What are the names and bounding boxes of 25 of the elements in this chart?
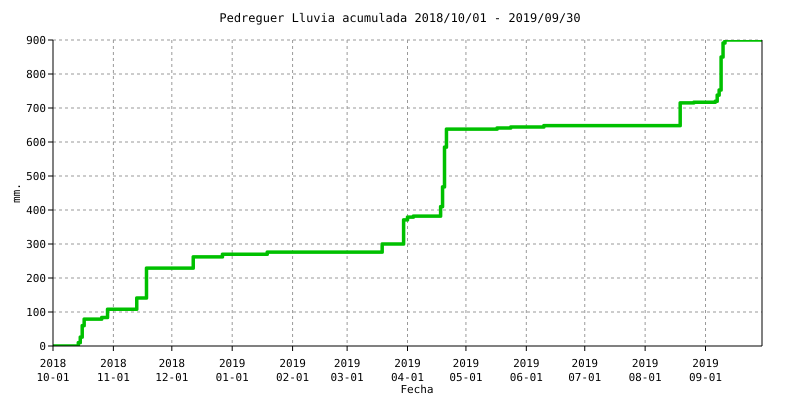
y-axis-title: mm. xyxy=(10,183,23,203)
y-tick-label: 200 xyxy=(26,272,46,285)
x-tick-label: 2019 03-01 xyxy=(330,357,364,384)
chart-title: Pedreguer Lluvia acumulada 2018/10/01 - 2019/09/30 xyxy=(218,11,582,25)
y-tick-label: 600 xyxy=(26,136,46,149)
y-tick-label: 700 xyxy=(26,102,46,115)
y-tick-label: 100 xyxy=(26,306,46,319)
x-tick-label: 2018 12-01 xyxy=(155,357,188,384)
y-tick-label: 400 xyxy=(26,204,46,217)
x-tick-label: 2019 02-01 xyxy=(276,357,310,384)
y-tick-label: 300 xyxy=(26,238,46,251)
x-tick-label: 2019 06-01 xyxy=(510,357,543,384)
x-tick-label: 2019 07-01 xyxy=(568,357,602,384)
x-tick-label: 2019 04-01 xyxy=(390,357,424,384)
x-tick-label: 2019 08-01 xyxy=(628,357,662,384)
x-tick-label: 2019 05-01 xyxy=(449,357,482,384)
x-axis-title: Fecha xyxy=(399,383,435,396)
x-tick-label: 2019 09-01 xyxy=(688,357,722,384)
y-tick-label: 500 xyxy=(26,170,46,183)
x-tick-label: 2018 10-01 xyxy=(36,357,70,384)
x-tick-label: 2019 01-01 xyxy=(216,357,249,384)
x-tick-label: 2018 11-01 xyxy=(96,357,130,384)
y-tick-label: 800 xyxy=(26,68,46,81)
y-tick-label: 0 xyxy=(39,340,46,353)
y-tick-label: 900 xyxy=(26,34,46,47)
